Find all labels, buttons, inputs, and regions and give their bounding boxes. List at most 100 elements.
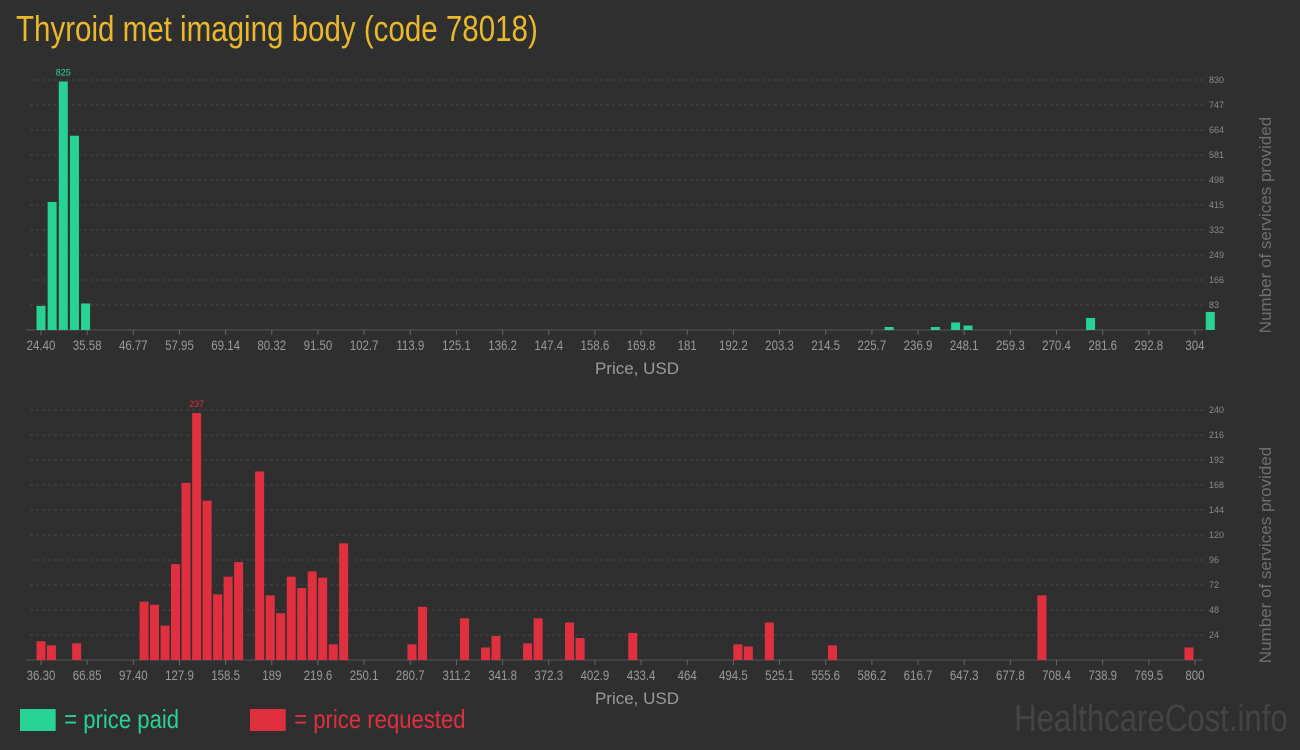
- y-tick-label: 747: [1209, 100, 1224, 110]
- price-requested-chart: 24 48 72 96 120 144 168 192 216 240 36.30 66.85 97.4…: [26, 399, 1275, 708]
- y-tick-label: 415: [1209, 200, 1224, 210]
- bar: [460, 618, 470, 660]
- y-axis-title: Number of services provided: [1256, 117, 1275, 333]
- x-tick-label: 525.1: [765, 667, 794, 683]
- y-tick-label: 581: [1209, 150, 1224, 160]
- y-tick-label: 216: [1209, 430, 1224, 440]
- paid-swatch: [20, 709, 56, 731]
- bar: [827, 645, 837, 660]
- x-tick-label: 433.4: [627, 667, 656, 683]
- x-tick-label: 80.32: [257, 337, 286, 353]
- x-tick-label: 214.5: [811, 337, 840, 353]
- x-tick-label: 147.4: [534, 337, 563, 353]
- bar: [743, 646, 753, 660]
- bar: [58, 81, 68, 330]
- bar: [297, 588, 307, 660]
- bar: [223, 576, 233, 660]
- bar: [1037, 595, 1047, 660]
- y-tick-label: 830: [1209, 75, 1224, 85]
- x-tick-label: 280.7: [396, 667, 425, 683]
- bar: [69, 135, 79, 330]
- bar: [307, 571, 317, 660]
- x-tick-label: 66.85: [73, 667, 102, 683]
- x-tick-label: 57.95: [165, 337, 194, 353]
- x-tick-label: 647.3: [950, 667, 979, 683]
- bar-data-label: 237: [189, 399, 204, 409]
- x-tick-label: 769.5: [1134, 667, 1163, 683]
- bar: [234, 562, 244, 660]
- x-tick-label: 192.2: [719, 337, 748, 353]
- bar: [575, 638, 585, 660]
- x-tick-label: 69.14: [211, 337, 240, 353]
- x-axis-title: Price, USD: [595, 359, 679, 378]
- bar: [523, 643, 533, 660]
- bar: [930, 326, 940, 330]
- y-tick-label: 166: [1209, 275, 1224, 285]
- requested-swatch: [250, 709, 286, 731]
- x-tick-label: 677.8: [996, 667, 1025, 683]
- x-tick-label: 311.2: [443, 667, 471, 683]
- x-tick-label: 248.1: [950, 337, 979, 353]
- bar: [884, 326, 894, 330]
- x-tick-label: 97.40: [119, 667, 148, 683]
- site-watermark: HealthcareCost.info: [1014, 698, 1288, 740]
- bar: [255, 471, 265, 660]
- legend-requested: = price requested: [250, 704, 466, 735]
- y-tick-label: 664: [1209, 125, 1224, 135]
- bar: [160, 625, 170, 660]
- y-tick-label: 249: [1209, 250, 1224, 260]
- legend-paid: = price paid: [20, 704, 179, 735]
- x-tick-label: 35.58: [73, 337, 102, 353]
- y-tick-label: 168: [1209, 480, 1224, 490]
- y-tick-label: 240: [1209, 405, 1224, 415]
- y-tick-label: 24: [1209, 630, 1219, 640]
- x-tick-label: 494.5: [719, 667, 748, 683]
- y-tick-label: 96: [1209, 555, 1219, 565]
- x-tick-label: 259.3: [996, 337, 1025, 353]
- x-tick-label: 555.6: [811, 667, 840, 683]
- x-tick-label: 189: [262, 667, 281, 683]
- bar: [418, 606, 428, 660]
- bar: [764, 622, 774, 660]
- bar: [339, 543, 349, 660]
- bar: [1184, 647, 1194, 660]
- x-axis-title: Price, USD: [595, 689, 679, 708]
- bar: [286, 576, 296, 660]
- bar: [170, 564, 180, 660]
- bar: [213, 594, 223, 660]
- y-axis-title: Number of services provided: [1256, 447, 1275, 663]
- bar: [533, 618, 543, 660]
- x-tick-label: 281.6: [1088, 337, 1117, 353]
- x-tick-label: 24.40: [27, 337, 56, 353]
- x-tick-label: 91.50: [304, 337, 333, 353]
- x-tick-label: 464: [678, 667, 697, 683]
- x-tick-label: 800: [1185, 667, 1204, 683]
- x-tick-label: 181: [678, 337, 697, 353]
- x-tick-label: 292.8: [1134, 337, 1163, 353]
- y-tick-label: 192: [1209, 455, 1224, 465]
- x-tick-label: 250.1: [350, 667, 379, 683]
- legend-requested-label: = price requested: [294, 704, 466, 734]
- bar: [628, 632, 638, 660]
- bar: [139, 601, 149, 660]
- x-tick-label: 270.4: [1042, 337, 1071, 353]
- bar: [276, 613, 286, 660]
- bar: [328, 644, 338, 660]
- y-tick-label: 72: [1209, 580, 1219, 590]
- y-tick-label: 144: [1209, 505, 1224, 515]
- x-tick-label: 304: [1185, 337, 1204, 353]
- x-tick-label: 113.9: [396, 337, 424, 353]
- x-tick-label: 738.9: [1088, 667, 1117, 683]
- page-title: Thyroid met imaging body (code 78018): [16, 8, 538, 49]
- y-tick-label: 48: [1209, 605, 1219, 615]
- x-tick-label: 236.9: [904, 337, 933, 353]
- y-tick-label: 498: [1209, 175, 1224, 185]
- bar: [46, 645, 56, 660]
- x-tick-label: 341.8: [488, 667, 517, 683]
- x-tick-label: 586.2: [858, 667, 887, 683]
- x-tick-label: 708.4: [1042, 667, 1071, 683]
- x-tick-label: 102.7: [350, 337, 379, 353]
- bar: [192, 413, 202, 660]
- y-tick-label: 332: [1209, 225, 1224, 235]
- x-tick-label: 127.9: [165, 667, 194, 683]
